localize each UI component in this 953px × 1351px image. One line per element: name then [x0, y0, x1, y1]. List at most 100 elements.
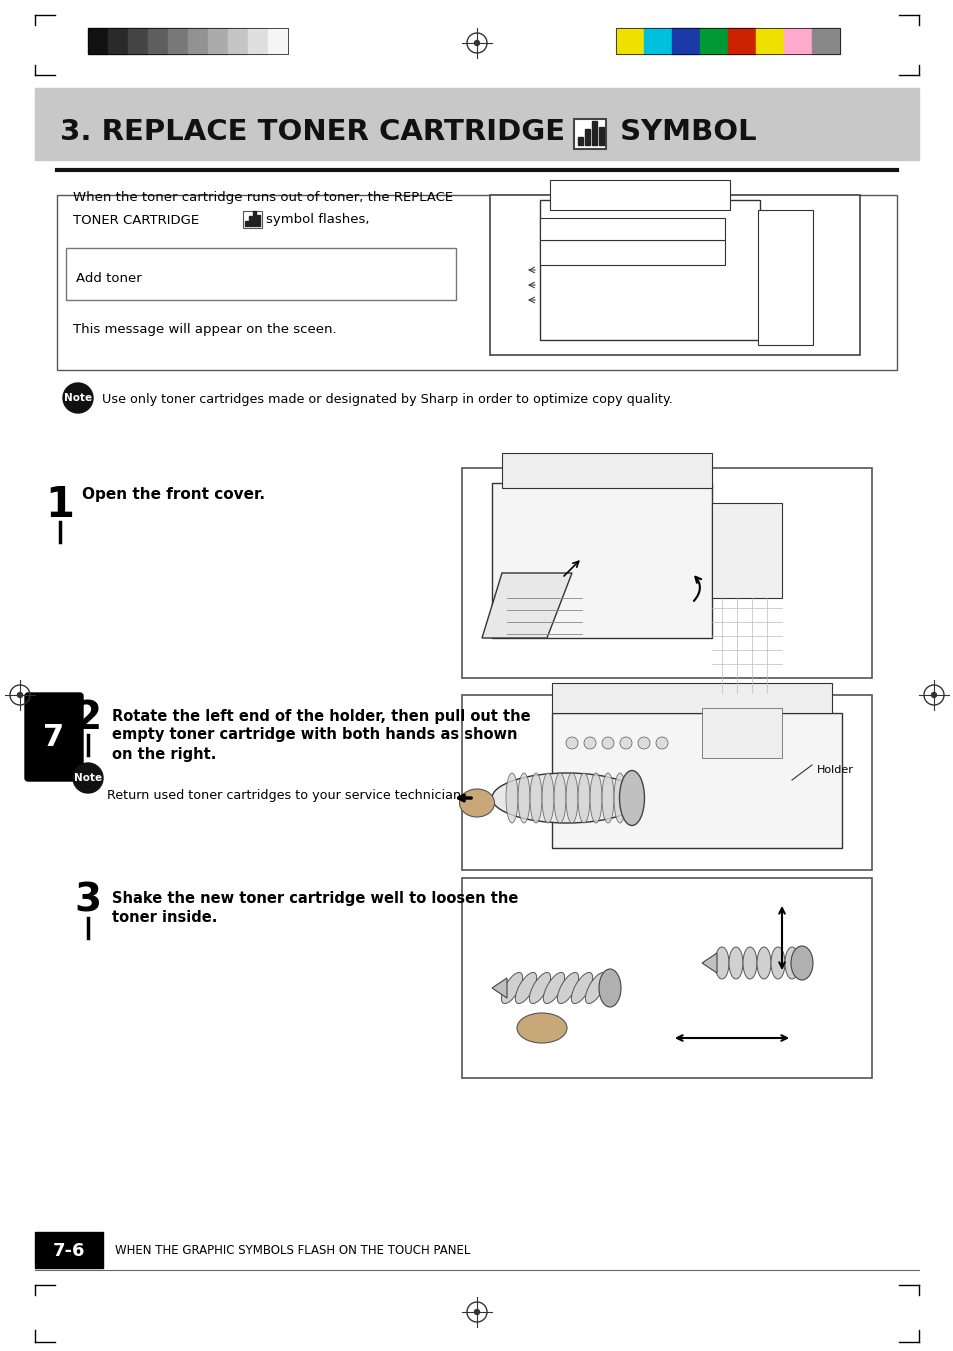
- Bar: [249, 216, 252, 226]
- Bar: [639, 253, 642, 262]
- Ellipse shape: [589, 773, 601, 823]
- Bar: [88, 28, 108, 54]
- Bar: [701, 708, 781, 758]
- Bar: [552, 713, 841, 848]
- Ellipse shape: [585, 973, 606, 1004]
- Text: toner inside.: toner inside.: [112, 911, 217, 925]
- Circle shape: [17, 693, 23, 697]
- Text: WHEN THE GRAPHIC SYMBOLS FLASH ON THE TOUCH PANEL: WHEN THE GRAPHIC SYMBOLS FLASH ON THE TO…: [115, 1244, 470, 1258]
- Bar: [128, 28, 148, 54]
- Bar: [490, 195, 859, 355]
- Ellipse shape: [598, 969, 620, 1006]
- Circle shape: [63, 382, 92, 413]
- Bar: [700, 28, 727, 54]
- Ellipse shape: [459, 789, 494, 817]
- Ellipse shape: [618, 770, 644, 825]
- Bar: [811, 28, 840, 54]
- Ellipse shape: [728, 947, 742, 979]
- Bar: [755, 28, 783, 54]
- Text: 3: 3: [74, 882, 101, 920]
- Polygon shape: [481, 573, 572, 638]
- Polygon shape: [492, 978, 506, 998]
- Ellipse shape: [770, 947, 784, 979]
- Bar: [256, 215, 260, 226]
- Bar: [616, 28, 840, 54]
- Bar: [598, 127, 603, 145]
- Ellipse shape: [614, 773, 625, 823]
- Text: Use only toner cartridges made or designated by Sharp in order to optimize copy : Use only toner cartridges made or design…: [102, 393, 672, 407]
- Ellipse shape: [541, 773, 554, 823]
- Bar: [783, 28, 811, 54]
- Circle shape: [601, 738, 614, 748]
- Bar: [616, 28, 643, 54]
- Ellipse shape: [742, 947, 757, 979]
- Text: symbol flashes,: symbol flashes,: [266, 213, 369, 227]
- Bar: [643, 249, 646, 262]
- Bar: [592, 122, 597, 145]
- Bar: [461, 878, 871, 1078]
- Ellipse shape: [554, 773, 565, 823]
- Circle shape: [73, 763, 103, 793]
- Bar: [35, 88, 918, 159]
- Circle shape: [638, 738, 649, 748]
- Text: Holder: Holder: [816, 765, 853, 775]
- Circle shape: [583, 738, 596, 748]
- Bar: [727, 28, 755, 54]
- FancyBboxPatch shape: [25, 693, 83, 781]
- Text: empty toner cartridge with both hands as shown: empty toner cartridge with both hands as…: [112, 727, 517, 743]
- Bar: [671, 28, 700, 54]
- Text: on the right.: on the right.: [112, 747, 216, 762]
- Text: Open the front cover.: Open the front cover.: [82, 488, 265, 503]
- Bar: [208, 28, 228, 54]
- Bar: [550, 180, 729, 209]
- Bar: [578, 136, 582, 145]
- Bar: [647, 253, 650, 262]
- Ellipse shape: [530, 773, 541, 823]
- Bar: [168, 28, 188, 54]
- Bar: [539, 240, 724, 265]
- Circle shape: [474, 41, 479, 46]
- Bar: [57, 195, 896, 370]
- Polygon shape: [701, 952, 717, 973]
- Bar: [635, 240, 655, 259]
- Ellipse shape: [492, 773, 641, 823]
- Ellipse shape: [505, 773, 517, 823]
- Bar: [492, 484, 711, 638]
- Bar: [253, 211, 255, 226]
- Bar: [461, 694, 871, 870]
- Bar: [148, 28, 168, 54]
- Ellipse shape: [529, 973, 550, 1004]
- Bar: [88, 28, 288, 54]
- Ellipse shape: [515, 973, 537, 1004]
- Circle shape: [619, 738, 631, 748]
- Bar: [539, 218, 724, 240]
- Bar: [636, 257, 639, 262]
- Bar: [461, 467, 871, 678]
- Text: SYMBOL: SYMBOL: [609, 118, 756, 146]
- Bar: [552, 684, 831, 713]
- Bar: [584, 128, 589, 145]
- Bar: [228, 28, 248, 54]
- Bar: [574, 119, 605, 149]
- Text: 7: 7: [44, 723, 65, 751]
- Text: Shake the new toner cartridge well to loosen the: Shake the new toner cartridge well to lo…: [112, 892, 517, 907]
- Bar: [35, 1232, 103, 1269]
- Ellipse shape: [784, 947, 799, 979]
- Text: Note: Note: [64, 393, 92, 403]
- Bar: [539, 200, 760, 340]
- Text: Note: Note: [74, 773, 102, 784]
- Bar: [66, 249, 456, 300]
- Text: TONER CARTRIDGE: TONER CARTRIDGE: [73, 213, 199, 227]
- Text: 2: 2: [74, 698, 101, 738]
- Text: This message will appear on the sceen.: This message will appear on the sceen.: [73, 323, 336, 336]
- Bar: [711, 503, 781, 598]
- Circle shape: [565, 738, 578, 748]
- Text: 7-6: 7-6: [52, 1242, 85, 1260]
- Bar: [501, 453, 711, 488]
- Bar: [643, 28, 671, 54]
- Ellipse shape: [517, 773, 530, 823]
- Ellipse shape: [757, 947, 770, 979]
- Text: 3. REPLACE TONER CARTRIDGE: 3. REPLACE TONER CARTRIDGE: [60, 118, 564, 146]
- Ellipse shape: [714, 947, 728, 979]
- Text: Return used toner cartridges to your service technician.: Return used toner cartridges to your ser…: [107, 789, 465, 802]
